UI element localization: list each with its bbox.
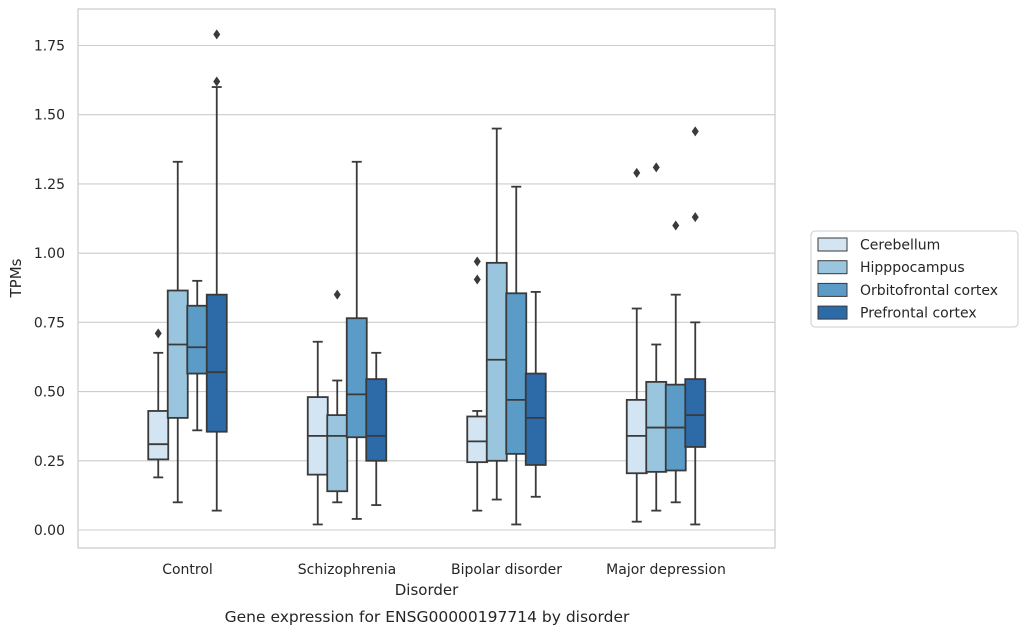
box-prefrontal-cortex-2 — [524, 291, 547, 498]
iqr-box — [205, 293, 228, 433]
box-prefrontal-cortex-1 — [365, 351, 388, 506]
outlier-point — [473, 274, 481, 285]
legend-swatch — [817, 282, 848, 297]
outlier-point — [154, 328, 162, 339]
x-tick-label: Bipolar disorder — [451, 562, 562, 578]
y-tick-label: 1.50 — [34, 108, 65, 124]
legend: Cerebellum Hipppocampus Orbitofrontal cort… — [810, 230, 1019, 328]
y-tick-label: 1.75 — [34, 39, 65, 55]
box-prefrontal-cortex-3 — [684, 126, 707, 526]
y-axis-ticks: 0.00 0.25 0.50 0.75 1.00 1.25 1.50 1.75 — [34, 39, 65, 540]
x-tick-label: Major depression — [606, 562, 726, 578]
iqr-box — [684, 378, 707, 448]
outlier-point — [213, 76, 221, 87]
x-tick-label: Control — [162, 562, 213, 578]
outlier-point — [473, 256, 481, 267]
legend-swatch — [817, 260, 848, 275]
iqr-box — [524, 372, 547, 466]
box-hipppocampus-0 — [166, 160, 189, 504]
outlier-point — [672, 220, 680, 231]
box-orbitofrontal-cortex-1 — [345, 160, 368, 520]
box-hipppocampus-1 — [326, 289, 349, 504]
iqr-box — [147, 410, 170, 461]
y-tick-label: 0.00 — [34, 523, 65, 539]
legend-label: Orbitofrontal cortex — [860, 283, 998, 299]
x-axis-label: Disorder — [395, 581, 459, 599]
legend-swatch — [817, 237, 848, 252]
iqr-box — [485, 261, 508, 462]
outlier-point — [691, 126, 699, 137]
box-cerebellum-2 — [466, 256, 489, 512]
outlier-point — [652, 162, 660, 173]
iqr-box — [166, 289, 189, 419]
plot-frame — [77, 8, 776, 549]
outlier-point — [633, 167, 641, 178]
chart-title: Gene expression for ENSG00000197714 by d… — [225, 608, 630, 626]
iqr-box — [466, 415, 489, 464]
y-tick-label: 0.75 — [34, 315, 65, 331]
box-cerebellum-3 — [625, 167, 648, 523]
box-orbitofrontal-cortex-2 — [505, 185, 528, 526]
iqr-box — [365, 378, 388, 462]
legend-frame — [810, 230, 1019, 328]
x-tick-label: Schizophrenia — [298, 562, 396, 578]
outlier-point — [691, 212, 699, 223]
iqr-box — [326, 414, 349, 493]
legend-label: Hipppocampus — [860, 260, 965, 276]
x-axis-ticks: Control Schizophrenia Bipolar disorder Majo… — [162, 562, 726, 578]
legend-label: Cerebellum — [860, 238, 940, 254]
legend-swatch — [817, 305, 848, 320]
outlier-point — [213, 29, 221, 40]
y-tick-label: 1.25 — [34, 177, 65, 193]
box-groups — [147, 29, 707, 526]
box-orbitofrontal-cortex-0 — [186, 279, 209, 432]
box-cerebellum-1 — [306, 340, 329, 526]
iqr-box — [505, 292, 528, 455]
outlier-point — [333, 289, 341, 300]
iqr-box — [186, 304, 209, 375]
y-tick-label: 0.25 — [34, 454, 65, 470]
y-axis-label: TPMs — [7, 258, 25, 298]
box-cerebellum-0 — [147, 328, 170, 479]
box-hipppocampus-2 — [485, 127, 508, 501]
y-tick-label: 1.00 — [34, 246, 65, 262]
legend-label: Prefrontal cortex — [860, 306, 977, 322]
y-tick-label: 0.50 — [34, 385, 65, 401]
iqr-box — [345, 317, 368, 439]
box-hipppocampus-3 — [645, 162, 668, 512]
box-prefrontal-cortex-0 — [205, 29, 228, 512]
